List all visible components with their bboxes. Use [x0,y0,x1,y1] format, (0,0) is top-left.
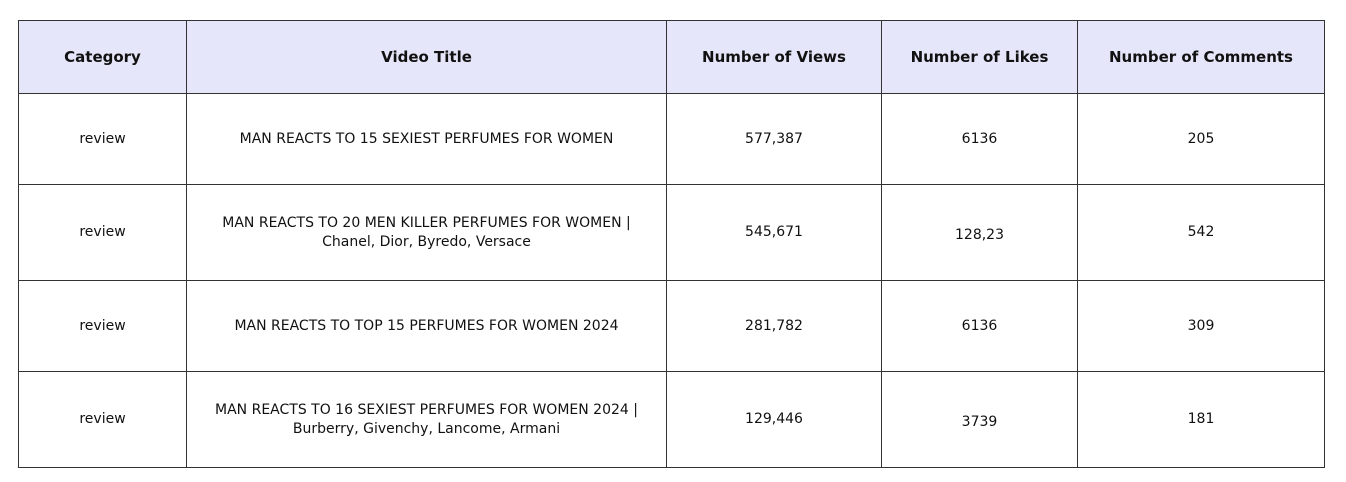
video-stats-table-container: Category Video Title Number of Views Num… [18,20,1325,468]
table-row: review MAN REACTS TO 15 SEXIEST PERFUMES… [18,93,1325,185]
cell-category: review [18,184,187,281]
cell-category: review [18,371,187,468]
cell-category: review [18,93,187,185]
video-stats-table: Category Video Title Number of Views Num… [18,20,1325,468]
cell-video-title: MAN REACTS TO 16 SEXIEST PERFUMES FOR WO… [186,371,667,468]
cell-views: 281,782 [666,280,882,372]
header-number-of-views: Number of Views [666,20,882,94]
cell-video-title: MAN REACTS TO 15 SEXIEST PERFUMES FOR WO… [186,93,667,185]
cell-likes: 6136 [881,280,1078,372]
header-video-title: Video Title [186,20,667,94]
table-row: review MAN REACTS TO 16 SEXIEST PERFUMES… [18,371,1325,468]
cell-video-title: MAN REACTS TO TOP 15 PERFUMES FOR WOMEN … [186,280,667,372]
cell-likes: 128,23 [881,184,1078,281]
cell-comments: 542 [1077,184,1325,281]
video-title-line: MAN REACTS TO 15 SEXIEST PERFUMES FOR WO… [239,130,614,147]
video-title-line: MAN REACTS TO TOP 15 PERFUMES FOR WOMEN … [234,317,619,334]
table-row: review MAN REACTS TO TOP 15 PERFUMES FOR… [18,280,1325,372]
header-category: Category [18,20,187,94]
cell-views: 545,671 [666,184,882,281]
video-title-line: MAN REACTS TO 16 SEXIEST PERFUMES FOR WO… [215,401,638,418]
cell-comments: 181 [1077,371,1325,468]
header-row: Category Video Title Number of Views Num… [18,20,1325,94]
cell-likes: 6136 [881,93,1078,185]
cell-comments: 205 [1077,93,1325,185]
table-row: review MAN REACTS TO 20 MEN KILLER PERFU… [18,184,1325,281]
cell-comments: 309 [1077,280,1325,372]
video-title-line: Burberry, Givenchy, Lancome, Armani [292,420,561,437]
video-title-line: Chanel, Dior, Byredo, Versace [322,233,531,250]
cell-category: review [18,280,187,372]
header-number-of-comments: Number of Comments [1077,20,1325,94]
cell-views: 577,387 [666,93,882,185]
video-title-line: MAN REACTS TO 20 MEN KILLER PERFUMES FOR… [222,214,631,231]
header-number-of-likes: Number of Likes [881,20,1078,94]
cell-views: 129,446 [666,371,882,468]
cell-video-title: MAN REACTS TO 20 MEN KILLER PERFUMES FOR… [186,184,667,281]
cell-likes: 3739 [881,371,1078,468]
